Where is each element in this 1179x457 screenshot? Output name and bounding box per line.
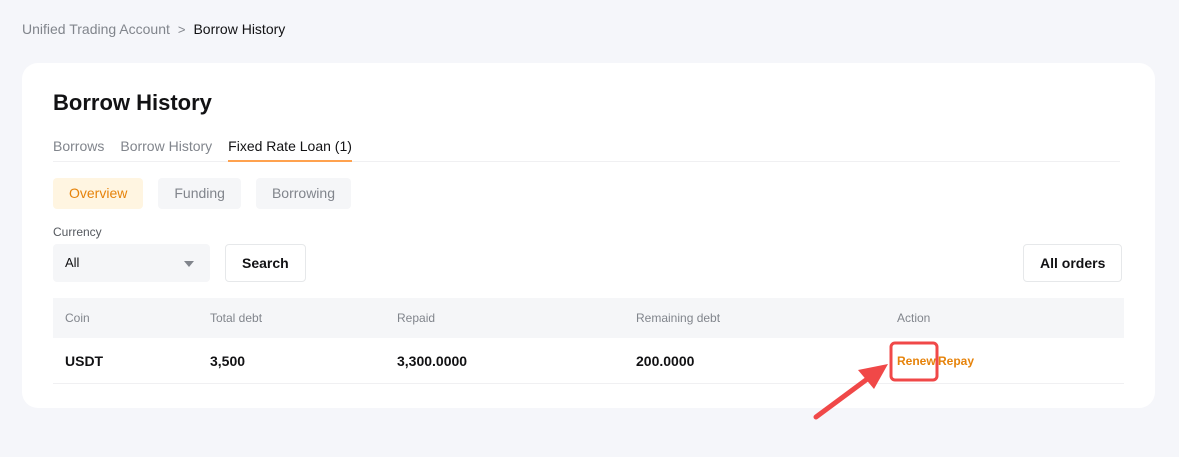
col-total-debt: Total debt [210,311,263,325]
tab-fixed-rate-loan[interactable]: Fixed Rate Loan (1) [228,138,352,162]
page-title: Borrow History [53,90,212,115]
search-button[interactable]: Search [225,244,306,282]
cell-remaining-debt: 200.0000 [636,353,695,369]
subtab-funding[interactable]: Funding [158,178,241,209]
tab-borrows[interactable]: Borrows [53,138,105,154]
chevron-right-icon: > [177,21,186,37]
cell-repaid: 3,300.0000 [397,353,468,369]
currency-label: Currency [53,225,102,239]
col-action: Action [897,311,931,325]
breadcrumb-parent-link[interactable]: Unified Trading Account [22,21,170,37]
table-row: USDT 3,500 3,300.0000 200.0000 Renew Rep… [53,338,1124,384]
caret-down-icon [184,261,194,267]
subtab-overview[interactable]: Overview [53,178,144,209]
subtab-borrowing[interactable]: Borrowing [255,178,351,209]
table-header: Coin Total debt Repaid Remaining debt Ac… [53,298,1124,338]
col-coin: Coin [65,311,90,325]
subtabs: Overview Funding Borrowing [53,178,351,209]
cell-coin: USDT [65,353,104,369]
cell-total-debt: 3,500 [210,353,246,369]
repay-button[interactable]: Repay [938,354,975,368]
breadcrumb: Unified Trading Account > Borrow History [22,21,285,37]
col-remaining-debt: Remaining debt [636,311,721,325]
currency-select[interactable]: All [53,244,210,282]
col-repaid: Repaid [397,311,436,325]
renew-button[interactable]: Renew [897,354,936,368]
borrow-history-card: Borrow History Borrows Borrow History Fi… [22,63,1155,408]
all-orders-button[interactable]: All orders [1023,244,1123,282]
arrow-icon [813,364,888,420]
breadcrumb-current: Borrow History [193,21,286,37]
currency-value: All [65,255,80,270]
tabs: Borrows Borrow History Fixed Rate Loan (… [53,138,1120,162]
tab-borrow-history[interactable]: Borrow History [120,138,213,154]
highlight-box [889,341,939,382]
